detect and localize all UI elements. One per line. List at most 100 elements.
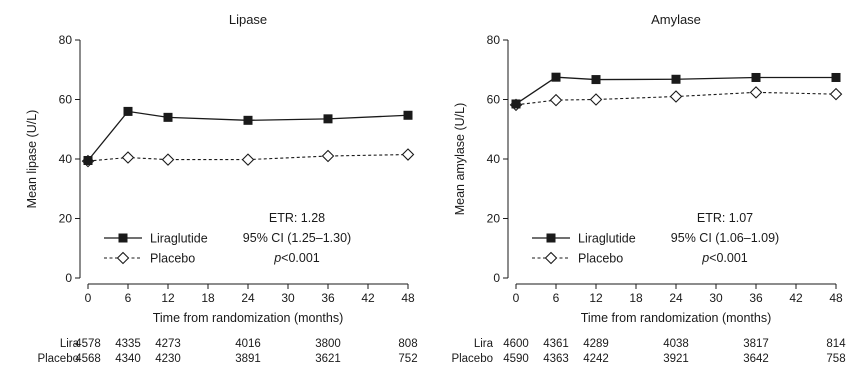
x-tick-label: 12 xyxy=(589,291,603,305)
x-tick-label: 18 xyxy=(629,291,643,305)
x-tick-label: 36 xyxy=(749,291,763,305)
at-risk-value: 4363 xyxy=(543,353,569,365)
series-placebo xyxy=(509,86,843,112)
series-line xyxy=(87,110,409,161)
chart-lipase: Lipase 0 20 40 60 80 0 6 12 18 24 30 36 42 48 Time from… xyxy=(25,12,418,365)
legend: Liraglutide Placebo xyxy=(104,232,208,266)
data-point xyxy=(669,90,683,103)
data-point xyxy=(121,151,135,164)
stats-etr: ETR: 1.28 xyxy=(269,211,325,225)
at-risk-value: 4289 xyxy=(583,338,609,350)
data-point xyxy=(591,75,601,85)
at-risk-value: 4038 xyxy=(663,338,689,350)
stats-etr: ETR: 1.07 xyxy=(697,211,753,225)
at-risk-value: 3642 xyxy=(743,353,769,365)
at-risk-value: 3817 xyxy=(743,338,769,350)
data-point xyxy=(749,86,763,99)
data-point xyxy=(403,110,413,120)
at-risk-row-label: Lira xyxy=(60,338,80,350)
at-risk-value: 4600 xyxy=(503,338,529,350)
chart-title: Lipase xyxy=(229,12,267,27)
at-risk-value: 4335 xyxy=(115,338,141,350)
data-point xyxy=(511,99,521,109)
stats-ci: 95% CI (1.25–1.30) xyxy=(243,231,351,245)
legend-marker xyxy=(118,233,128,243)
stats-ci: 95% CI (1.06–1.09) xyxy=(671,231,779,245)
at-risk-value: 3921 xyxy=(663,353,689,365)
x-tick-label: 0 xyxy=(85,291,92,305)
data-point xyxy=(161,153,175,166)
data-point xyxy=(829,87,843,101)
p-symbol: p xyxy=(701,251,709,265)
y-tick-label: 40 xyxy=(487,152,501,166)
data-point xyxy=(401,148,415,161)
data-point xyxy=(751,72,761,82)
at-risk-row-label: Placebo xyxy=(37,353,79,365)
y-tick-label: 0 xyxy=(65,271,72,285)
stats-p: p<0.001 xyxy=(273,251,320,265)
y-axis-label: Mean lipase (U/L) xyxy=(25,110,39,209)
at-risk-value: 4230 xyxy=(155,353,181,365)
stats-annotation: ETR: 1.28 95% CI (1.25–1.30) p<0.001 xyxy=(243,211,351,265)
data-point xyxy=(589,93,603,106)
y-tick-label: 0 xyxy=(493,271,500,285)
at-risk-value: 4016 xyxy=(235,338,261,350)
legend-label: Placebo xyxy=(150,252,195,266)
series-liraglutide xyxy=(83,106,413,165)
legend-marker xyxy=(546,233,556,243)
at-risk-row-label: Lira xyxy=(474,338,494,350)
at-risk-value: 4578 xyxy=(75,338,101,350)
at-risk-table: Lira 4600 4361 4289 4038 3817 814 Placebo 4590 43… xyxy=(451,338,846,365)
at-risk-value: 758 xyxy=(826,353,845,365)
series-line xyxy=(515,91,837,106)
legend-marker xyxy=(544,251,558,265)
x-tick-label: 6 xyxy=(553,291,560,305)
x-tick-label: 24 xyxy=(669,291,683,305)
p-value: <0.001 xyxy=(281,251,320,265)
at-risk-value: 808 xyxy=(398,338,417,350)
x-tick-label: 0 xyxy=(513,291,520,305)
data-point xyxy=(551,72,561,82)
at-risk-value: 3621 xyxy=(315,353,341,365)
at-risk-value: 4273 xyxy=(155,338,181,350)
series-liraglutide xyxy=(511,72,841,109)
series-placebo xyxy=(81,148,415,168)
x-tick-label: 48 xyxy=(829,291,843,305)
at-risk-value: 4361 xyxy=(543,338,569,350)
y-tick-label: 80 xyxy=(487,33,501,47)
data-point xyxy=(123,106,133,116)
at-risk-value: 4242 xyxy=(583,353,609,365)
series-line xyxy=(515,76,836,105)
y-axis-label: Mean amylase (U/L) xyxy=(453,103,467,216)
data-point xyxy=(671,74,681,84)
legend-label: Placebo xyxy=(578,252,623,266)
at-risk-row-label: Placebo xyxy=(451,353,493,365)
at-risk-value: 4340 xyxy=(115,353,141,365)
at-risk-value: 814 xyxy=(826,338,846,350)
y-tick-label: 80 xyxy=(59,33,73,47)
at-risk-value: 4590 xyxy=(503,353,529,365)
data-point xyxy=(323,114,333,124)
stats-p: p<0.001 xyxy=(701,251,748,265)
data-point xyxy=(241,153,255,166)
at-risk-value: 4568 xyxy=(75,353,101,365)
y-tick-label: 60 xyxy=(59,93,73,107)
p-value: <0.001 xyxy=(709,251,748,265)
stats-annotation: ETR: 1.07 95% CI (1.06–1.09) p<0.001 xyxy=(671,211,779,265)
x-tick-label: 6 xyxy=(125,291,132,305)
x-tick-label: 36 xyxy=(321,291,335,305)
at-risk-value: 752 xyxy=(398,353,417,365)
y-tick-label: 20 xyxy=(487,212,501,226)
x-axis-label: Time from randomization (months) xyxy=(581,311,772,325)
p-symbol: p xyxy=(273,251,281,265)
x-tick-label: 30 xyxy=(281,291,295,305)
x-tick-label: 42 xyxy=(361,291,375,305)
y-tick-label: 20 xyxy=(59,212,73,226)
y-tick-label: 60 xyxy=(487,93,501,107)
data-point xyxy=(549,93,563,107)
at-risk-value: 3800 xyxy=(315,338,341,350)
legend-marker xyxy=(116,251,130,265)
